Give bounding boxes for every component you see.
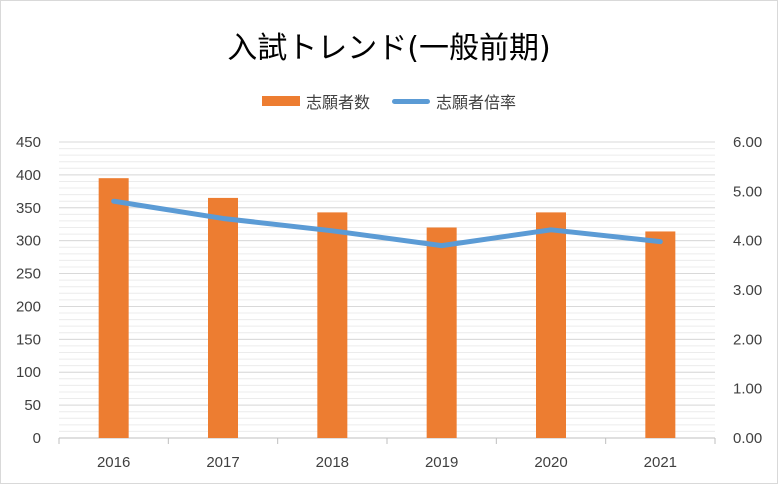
y-right-tick-label: 2.00 bbox=[733, 331, 762, 348]
y-left-tick-label: 100 bbox=[16, 364, 41, 381]
y-left-tick-label: 250 bbox=[16, 266, 41, 283]
y-left-tick-label: 400 bbox=[16, 167, 41, 184]
bar bbox=[98, 178, 129, 438]
y-right-tick-label: 1.00 bbox=[733, 381, 762, 398]
y-right-tick-label: 4.00 bbox=[733, 233, 762, 250]
bar bbox=[536, 212, 566, 438]
chart-title: 入試トレンド(一般前期) bbox=[227, 31, 551, 66]
y-right-tick-label: 0.00 bbox=[733, 430, 762, 447]
y-right-tick-label: 6.00 bbox=[733, 134, 762, 151]
y-left-tick-label: 0 bbox=[33, 430, 41, 447]
y-left-tick-label: 450 bbox=[16, 134, 41, 151]
legend-swatch-bar bbox=[261, 96, 300, 106]
bar bbox=[426, 227, 457, 438]
legend: 志願者数 志願者倍率 bbox=[1, 89, 777, 113]
legend-swatch-line bbox=[392, 98, 430, 104]
y-left-tick-label: 50 bbox=[24, 397, 41, 414]
y-left-tick-label: 300 bbox=[16, 233, 41, 250]
x-tick-label: 2020 bbox=[534, 454, 567, 471]
bar bbox=[317, 212, 348, 438]
legend-item-line: 志願者倍率 bbox=[392, 89, 516, 113]
y-left-tick-label: 350 bbox=[16, 200, 41, 217]
y-left-tick-label: 200 bbox=[16, 298, 41, 315]
x-tick-label: 2017 bbox=[206, 454, 239, 471]
x-tick-label: 2021 bbox=[644, 454, 677, 471]
x-tick-label: 2018 bbox=[316, 454, 349, 471]
bar bbox=[645, 231, 676, 438]
legend-label-bar: 志願者数 bbox=[305, 93, 370, 112]
y-right-tick-label: 5.00 bbox=[733, 183, 762, 200]
x-tick-label: 2019 bbox=[425, 454, 458, 471]
y-left-tick-label: 150 bbox=[16, 331, 41, 348]
series-line bbox=[111, 198, 663, 249]
y-right-tick-label: 3.00 bbox=[733, 282, 762, 299]
bar bbox=[208, 197, 238, 438]
x-tick-label: 2016 bbox=[97, 454, 130, 471]
legend-item-bar: 志願者数 bbox=[261, 89, 370, 113]
legend-label-line: 志願者倍率 bbox=[436, 93, 517, 112]
